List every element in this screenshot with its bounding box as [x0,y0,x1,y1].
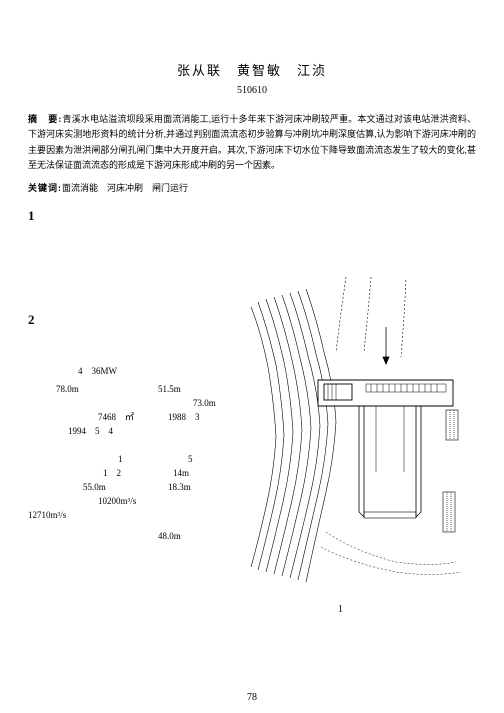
dam-svg [246,272,476,592]
data-line-14: 10200m³/s [98,492,136,512]
abstract-text: 青溪水电站溢流坝段采用面流消能工,运行十多年来下游河床冲刷较严重。本文通过对该电… [28,114,476,170]
keywords-label: 关键词: [28,183,62,193]
keywords-text: 面流消能 河床冲刷 闸门运行 [62,183,188,193]
data-line-2: 78.0m [56,380,79,400]
code-line: 510610 [28,85,476,96]
abstract-block: 摘 要:青溪水电站溢流坝段采用面流消能工,运行十多年来下游河床冲刷较严重。本文通… [28,112,476,173]
data-line-1: 4 36MW [78,362,117,382]
abstract-label: 摘 要: [28,114,62,124]
content-area: 2 4 36MW 78.0m 51.5m 73.0m 7468 ㎡ 1988 3… [28,232,476,662]
data-line-7: 1994 5 4 [68,422,113,442]
data-line-6: 1988 3 [168,408,200,428]
data-line-16: 48.0m [158,527,181,547]
authors-line: 张从联 黄智敏 江浈 [28,60,476,79]
data-line-13: 18.3m [168,478,191,498]
data-line-15: 12710m³/s [28,506,66,526]
figure-caption: 1 [338,604,343,615]
keywords-block: 关键词:面流消能 河床冲刷 闸门运行 [28,181,476,194]
dam-diagram [246,272,476,592]
page-number: 78 [247,692,257,703]
data-line-3: 51.5m [158,380,181,400]
section-1-heading: 1 [28,208,476,224]
section-2-heading: 2 [28,312,35,328]
